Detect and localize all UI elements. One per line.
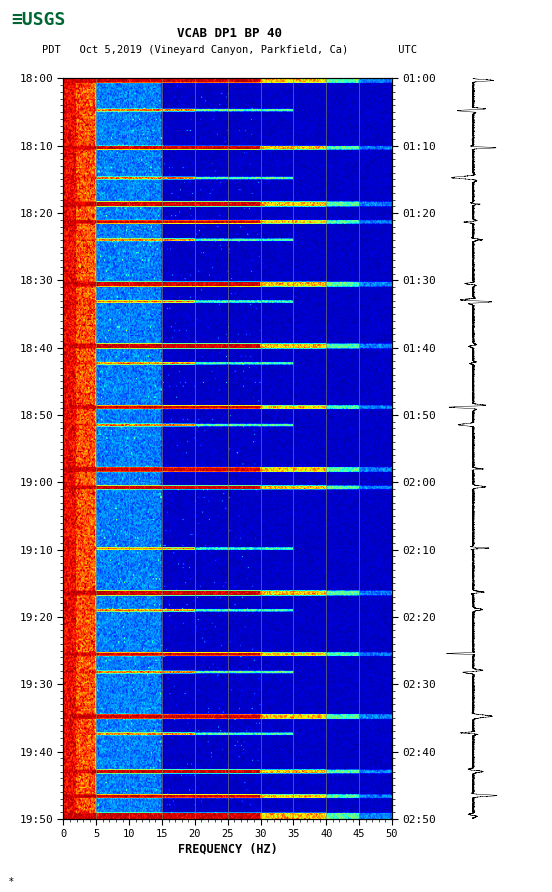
Text: ≡USGS: ≡USGS [11,11,66,29]
Text: VCAB DP1 BP 40: VCAB DP1 BP 40 [177,28,282,40]
Text: PDT   Oct 5,2019 (Vineyard Canyon, Parkfield, Ca)        UTC: PDT Oct 5,2019 (Vineyard Canyon, Parkfie… [41,45,417,55]
X-axis label: FREQUENCY (HZ): FREQUENCY (HZ) [178,842,278,855]
Text: *: * [8,877,13,887]
